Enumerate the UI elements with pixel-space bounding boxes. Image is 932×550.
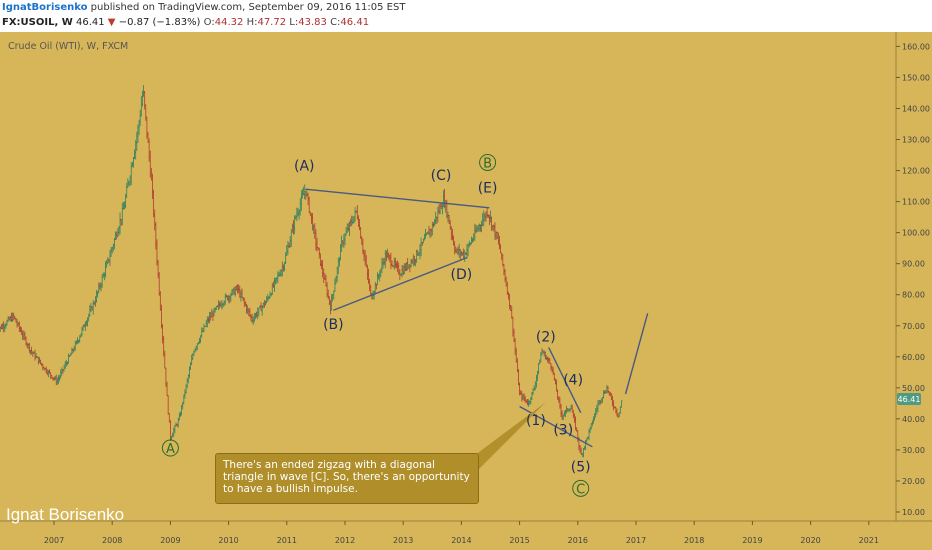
wave-label-circle: [479, 153, 497, 171]
price-bars: [0, 85, 623, 458]
trend-line[interactable]: [305, 188, 490, 209]
price-change: −0.87 (−1.83%): [118, 17, 201, 28]
time-tick-label: 2014: [451, 536, 471, 545]
price-axis[interactable]: [896, 32, 932, 521]
time-tick-label: 2010: [218, 536, 238, 545]
price-tick-label: 100.00: [902, 229, 930, 238]
wave-label: (B): [323, 317, 344, 333]
analysis-note: There's an ended zigzag with a diagonal …: [215, 453, 479, 504]
time-tick-label: 2018: [684, 536, 704, 545]
wave-labels: A (A) (B) (C) (D) (E) B (1) (2) (3) (4) (5) C: [161, 153, 591, 497]
price-tick-label: 40.00: [902, 415, 925, 424]
publish-info: published on TradingView.com, September …: [90, 2, 406, 13]
wave-label: (2): [536, 329, 556, 345]
price-tick-label: 150.00: [902, 73, 930, 82]
plot-area[interactable]: [0, 32, 896, 521]
price-tick-label: 70.00: [902, 322, 925, 331]
time-tick-label: 2013: [393, 536, 413, 545]
price-tick-label: 110.00: [902, 198, 930, 207]
wave-label-circle: [572, 479, 590, 497]
time-tick-label: 2020: [800, 536, 820, 545]
price-tick-label: 60.00: [902, 353, 925, 362]
symbol-name[interactable]: FX:USOIL, W: [2, 17, 73, 28]
time-tick-label: 2009: [160, 536, 180, 545]
price-tick-label: 90.00: [902, 260, 925, 269]
author-watermark: Ignat Borisenko: [6, 505, 124, 524]
symbol-header: FX:USOIL, W 46.41 ▼ −0.87 (−1.83%) O:44.…: [2, 17, 369, 31]
last-price: 46.41: [75, 17, 105, 28]
publish-header: IgnatBorisenko published on TradingView.…: [2, 2, 405, 16]
close-label: C:: [330, 17, 341, 28]
last-price-tag-box: [897, 392, 921, 405]
time-axis[interactable]: [0, 521, 932, 550]
wave-label-circle: [161, 439, 179, 457]
time-tick-label: 2019: [742, 536, 762, 545]
wave-label: (D): [451, 267, 473, 283]
wave-label: (1): [526, 413, 546, 429]
author-link[interactable]: IgnatBorisenko: [2, 2, 88, 13]
time-tick-label: 2015: [509, 536, 529, 545]
time-tick-label: 2008: [102, 536, 122, 545]
price-tick-label: 20.00: [902, 477, 925, 486]
price-tick-label: 30.00: [902, 446, 925, 455]
price-tick-label: 160.00: [902, 42, 930, 51]
wave-label: A: [166, 442, 175, 457]
close-value: 46.41: [340, 17, 370, 28]
wave-label: (5): [571, 460, 591, 476]
time-tick-label: 2021: [859, 536, 879, 545]
price-tick-label: 10.00: [902, 508, 925, 517]
time-tick-label: 2017: [626, 536, 646, 545]
pane-title: Crude Oil (WTI), W, FXCM: [8, 41, 128, 52]
price-tick-label: 140.00: [902, 104, 930, 113]
wave-label: (3): [553, 422, 573, 438]
price-tick-label: 80.00: [902, 291, 925, 300]
trend-line[interactable]: [548, 347, 582, 413]
low-label: L:: [289, 17, 299, 28]
wave-label: (C): [431, 168, 452, 184]
open-label: O:: [203, 17, 215, 28]
time-tick-label: 2007: [44, 536, 64, 545]
wave-label: (A): [294, 159, 315, 175]
time-tick-label: 2011: [277, 536, 297, 545]
wave-label: (4): [563, 373, 583, 389]
price-tick-label: 130.00: [902, 136, 930, 145]
time-tick-label: 2016: [568, 536, 588, 545]
time-ticks: 2007 2008 2009 2010 2011 2012 2013 2014 2015 2016…: [44, 521, 879, 545]
price-tick-label: 120.00: [902, 167, 930, 176]
forecast-line[interactable]: [624, 313, 649, 395]
high-label: H:: [246, 17, 258, 28]
wave-label: B: [483, 156, 492, 171]
down-arrow-icon: ▼: [107, 17, 116, 28]
low-value: 43.83: [298, 17, 327, 28]
last-price-tag-value: 46.41: [898, 395, 921, 404]
trend-line[interactable]: [333, 256, 468, 311]
high-value: 47.72: [257, 17, 287, 28]
time-tick-label: 2012: [335, 536, 355, 545]
open-value: 44.32: [214, 17, 244, 28]
price-tick-label: 50.00: [902, 384, 925, 393]
last-price-tag: 46.41: [897, 392, 921, 405]
price-ticks: 10.00 20.00 30.00 40.00 50.00 60.00 70.00 80.00…: [896, 42, 930, 517]
wave-label: C: [576, 482, 585, 497]
wave-label: (E): [478, 180, 498, 196]
